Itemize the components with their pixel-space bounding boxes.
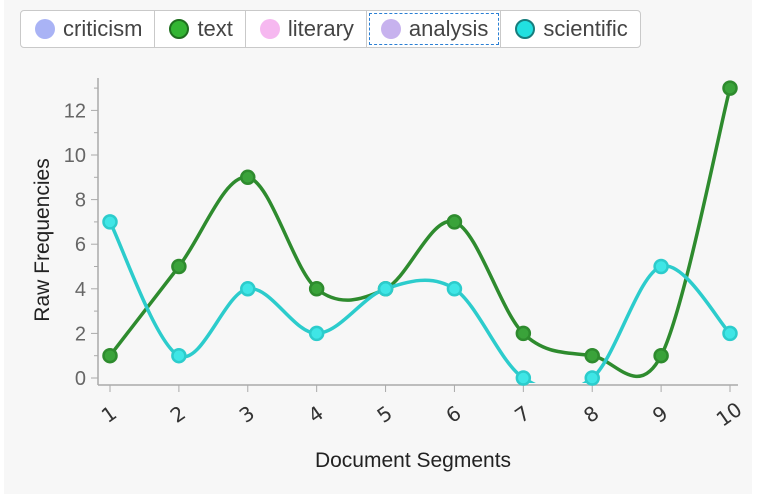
y-tick-label: 4 [75, 279, 86, 301]
data-point-scientific[interactable] [446, 281, 463, 297]
series-layer [102, 80, 738, 386]
x-axis-label: Document Segments [315, 449, 511, 472]
data-point-scientific[interactable] [377, 281, 394, 297]
data-point-scientific[interactable] [240, 281, 256, 297]
legend-label: criticism [63, 16, 143, 41]
y-tick-label: 6 [75, 234, 86, 256]
x-tick-label: 3 [235, 401, 259, 428]
data-point-text[interactable] [653, 347, 669, 364]
y-tick-label: 0 [75, 368, 86, 390]
series-line-scientific [108, 221, 732, 383]
x-tick-label: 4 [304, 401, 328, 428]
legend-swatch-scientific [515, 19, 536, 39]
series-line-text [108, 87, 732, 379]
x-tick-label: 9 [648, 401, 672, 428]
data-point-scientific[interactable] [171, 347, 187, 364]
data-point-text[interactable] [515, 325, 532, 342]
legend-item-analysis[interactable]: analysis [367, 11, 502, 47]
legend-swatch-criticism [35, 19, 55, 39]
x-tick-label: 10 [712, 397, 747, 431]
x-tick-label: 2 [166, 401, 190, 428]
legend-swatch-literary [259, 19, 280, 39]
x-tick-label: 7 [510, 401, 534, 428]
data-point-text[interactable] [171, 258, 187, 275]
legend-label: scientific [543, 16, 628, 41]
legend-item-criticism[interactable]: criticism [21, 11, 156, 47]
data-point-scientific[interactable] [102, 214, 118, 230]
data-point-text[interactable] [308, 281, 325, 297]
data-point-text[interactable] [240, 169, 256, 186]
legend-label: text [197, 16, 233, 41]
legend-item-scientific[interactable]: scientific [501, 11, 639, 47]
legend-swatch-text [169, 19, 190, 39]
x-tick-label: 1 [97, 401, 121, 428]
y-axis-label: Raw Frequencies [31, 158, 54, 321]
legend-label: literary [287, 16, 354, 41]
data-point-text[interactable] [584, 347, 600, 364]
legend-item-text[interactable]: text [155, 11, 246, 47]
data-point-scientific[interactable] [722, 325, 738, 342]
x-tick-label: 5 [372, 401, 396, 428]
data-point-scientific[interactable] [653, 258, 669, 275]
legend-label: analysis [408, 16, 489, 41]
data-point-text[interactable] [722, 80, 738, 96]
data-point-text[interactable] [102, 347, 118, 364]
data-point-scientific[interactable] [308, 325, 325, 342]
data-point-text[interactable] [446, 214, 463, 230]
legend-item-literary[interactable]: literary [246, 11, 367, 47]
legend-swatch-analysis [380, 19, 401, 39]
x-tick-label: 8 [579, 401, 603, 428]
y-tick-label: 8 [75, 190, 86, 212]
data-point-scientific[interactable] [584, 370, 600, 386]
data-point-scientific[interactable] [515, 370, 532, 386]
y-tick-label: 2 [75, 323, 86, 345]
y-tick-label: 10 [64, 145, 86, 167]
chart-panel [4, 0, 752, 494]
legend: criticism text literary analysis scientific [20, 10, 641, 48]
x-tick-label: 6 [441, 401, 465, 428]
y-tick-label: 12 [64, 100, 86, 122]
